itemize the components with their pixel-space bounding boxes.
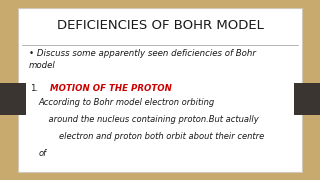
Text: According to Bohr model electron orbiting: According to Bohr model electron orbitin… <box>38 98 215 107</box>
Text: 1.: 1. <box>30 84 38 93</box>
Bar <box>294 83 320 115</box>
FancyBboxPatch shape <box>18 8 302 172</box>
Text: of: of <box>38 149 46 158</box>
Text: • Discuss some apparently seen deficiencies of Bohr
model: • Discuss some apparently seen deficienc… <box>29 50 256 70</box>
Text: electron and proton both orbit about their centre: electron and proton both orbit about the… <box>38 132 265 141</box>
Text: DEFICIENCIES OF BOHR MODEL: DEFICIENCIES OF BOHR MODEL <box>57 19 263 32</box>
Bar <box>0 83 26 115</box>
Text: MOTION OF THE PROTON: MOTION OF THE PROTON <box>50 84 172 93</box>
Text: around the nucleus containing proton.But actually: around the nucleus containing proton.But… <box>38 115 259 124</box>
